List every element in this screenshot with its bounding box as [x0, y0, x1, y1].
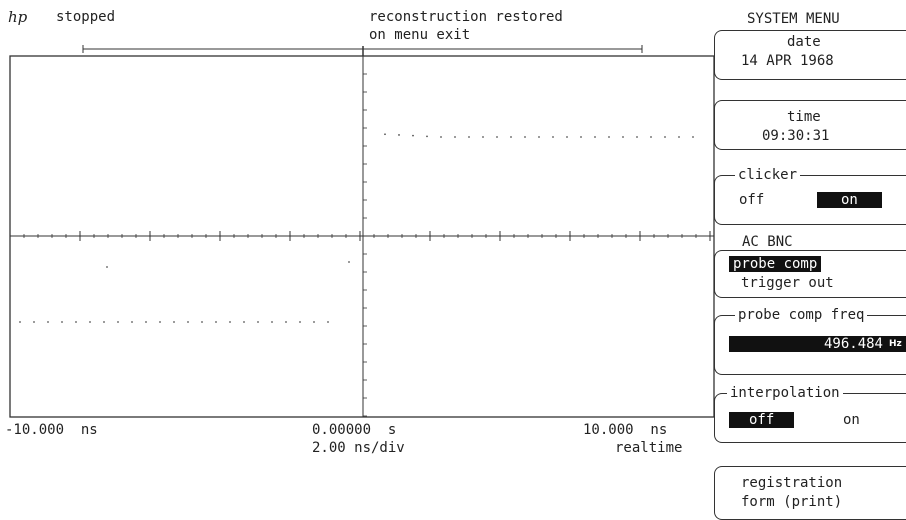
trace-point: [145, 321, 147, 323]
trace-point: [566, 136, 568, 138]
acquisition-mode-label: realtime: [615, 440, 683, 456]
trace-point: [678, 136, 680, 138]
trace-point: [426, 135, 428, 138]
trace-point: [482, 136, 484, 138]
date-label: date: [787, 34, 821, 50]
trace-point: [33, 321, 35, 323]
trace-point: [538, 136, 540, 138]
trace-point: [412, 134, 414, 137]
probe-comp-option[interactable]: probe comp: [729, 256, 822, 272]
message-line-2: on menu exit: [369, 27, 471, 43]
trace-point: [692, 136, 694, 138]
trace-point: [215, 321, 217, 323]
registration-line-2: form (print): [741, 494, 843, 510]
date-value: 14 APR 1968: [741, 53, 834, 69]
trace-point: [75, 321, 77, 323]
trace-point: [468, 136, 470, 138]
time-label: time: [787, 109, 821, 125]
trace-point: [594, 136, 596, 138]
clicker-on-option[interactable]: on: [817, 192, 882, 208]
registration-line-1: registration: [741, 475, 843, 491]
clicker-softkey[interactable]: clicker off on: [714, 167, 906, 225]
trace-point: [159, 321, 161, 323]
trace-point: [313, 321, 315, 323]
trace-point: [664, 136, 666, 138]
frequency-unit: Hz: [889, 339, 902, 349]
clicker-off-option[interactable]: off: [739, 192, 765, 208]
trace-point: [201, 321, 203, 323]
trace-point: [496, 136, 498, 138]
probe-comp-freq-label: probe comp freq: [735, 307, 868, 323]
time-softkey[interactable]: time 09:30:31: [714, 100, 906, 150]
probe-comp-freq-value[interactable]: 496.484: [729, 336, 906, 352]
graticule-grid: [9, 45, 715, 418]
trace-point: [271, 321, 273, 323]
trace-point: [187, 321, 189, 323]
center-time-label: 0.00000 s: [312, 422, 397, 438]
time-value: 09:30:31: [762, 128, 830, 144]
trigger-out-option[interactable]: trigger out: [741, 275, 834, 291]
trace-point: [89, 321, 91, 323]
trace-point: [117, 321, 119, 323]
trace-point: [622, 136, 624, 138]
clicker-label: clicker: [735, 167, 801, 183]
trace-point: [398, 134, 400, 136]
right-time-label: 10.000 ns: [583, 422, 668, 438]
date-softkey[interactable]: date 14 APR 1968: [714, 30, 906, 80]
trace-point: [47, 321, 49, 323]
interpolation-softkey[interactable]: interpolation off on: [714, 385, 906, 443]
trace-point: [173, 321, 175, 323]
trace-point: [608, 136, 610, 138]
probe-comp-freq-softkey[interactable]: probe comp freq 496.484 Hz: [714, 307, 906, 375]
message-line-1: reconstruction restored: [369, 9, 563, 25]
trace-point: [103, 321, 105, 323]
trace-point: [106, 266, 108, 268]
interpolation-label: interpolation: [727, 385, 843, 401]
ac-bnc-label: AC BNC: [742, 234, 793, 250]
left-time-label: -10.000 ns: [5, 422, 98, 438]
interpolation-on-option[interactable]: on: [843, 412, 860, 428]
ac-bnc-softkey[interactable]: probe comp trigger out: [714, 250, 906, 298]
trace-point: [131, 321, 133, 323]
trace-point: [299, 321, 301, 323]
hp-logo: hp: [8, 8, 28, 26]
trace-point: [285, 321, 287, 323]
trace-point: [552, 136, 554, 138]
trace-point: [636, 136, 638, 138]
trace-point: [229, 321, 231, 323]
acquisition-status: stopped: [56, 9, 116, 25]
trace-point: [61, 321, 63, 323]
trace-point: [19, 321, 21, 323]
registration-softkey[interactable]: registration form (print): [714, 466, 906, 520]
waveform-trace: [19, 133, 694, 323]
trace-point: [580, 136, 582, 138]
trace-point: [650, 136, 652, 138]
trace-point: [454, 136, 456, 138]
timebase-label: 2.00 ns/div: [312, 440, 405, 456]
trace-point: [440, 136, 442, 138]
trace-point: [327, 321, 329, 323]
menu-title: SYSTEM MENU: [747, 11, 840, 27]
trace-point: [384, 133, 386, 136]
trace-point: [243, 321, 245, 323]
trace-point: [348, 261, 350, 263]
interpolation-off-option[interactable]: off: [729, 412, 795, 428]
trace-point: [257, 321, 259, 323]
trace-point: [510, 136, 512, 138]
trace-point: [524, 136, 526, 138]
